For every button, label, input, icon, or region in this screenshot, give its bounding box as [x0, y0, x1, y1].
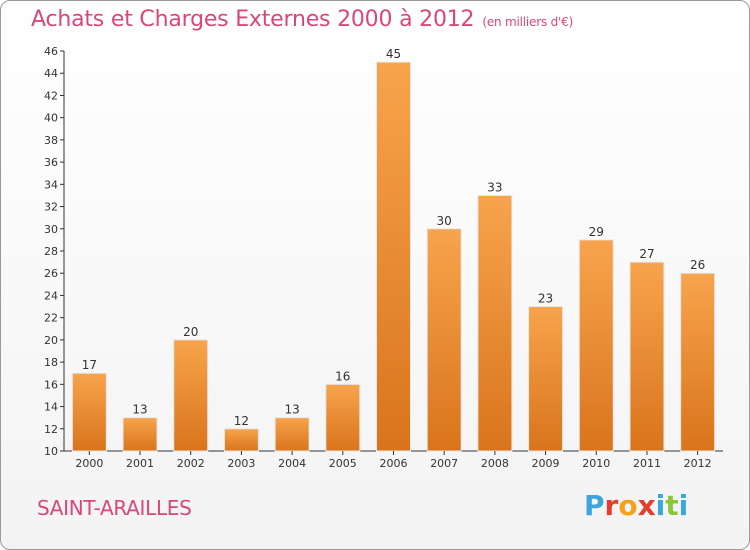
- logo-letter: i: [678, 489, 689, 522]
- y-tick-label: 14: [44, 401, 58, 414]
- bar-value-label: 29: [589, 225, 604, 239]
- x-tick-label: 2003: [227, 457, 255, 470]
- x-tick-label: 2000: [75, 457, 103, 470]
- y-tick-label: 16: [44, 378, 58, 391]
- bar-value-label: 27: [639, 247, 654, 261]
- bar-value-label: 23: [538, 292, 553, 306]
- x-tick-label: 2009: [532, 457, 560, 470]
- bar-value-label: 26: [690, 258, 705, 272]
- y-tick-label: 12: [44, 423, 58, 436]
- y-tick-label: 36: [44, 156, 58, 169]
- bar-value-label: 30: [437, 214, 452, 228]
- commune-name: SAINT-ARAILLES: [37, 496, 192, 520]
- logo-letter: o: [618, 489, 638, 522]
- bar: [376, 61, 411, 452]
- bar-value-label: 13: [132, 403, 147, 417]
- logo-letter: t: [665, 489, 679, 522]
- y-tick-label: 10: [44, 445, 58, 458]
- bar: [578, 239, 614, 452]
- x-tick-label: 2005: [329, 457, 357, 470]
- x-tick-label: 2010: [582, 457, 610, 470]
- y-tick-label: 34: [44, 178, 58, 191]
- x-tick-label: 2001: [126, 457, 154, 470]
- bar-value-label: 45: [386, 47, 401, 61]
- logo-letter: r: [604, 489, 619, 522]
- logo-letter: x: [637, 489, 656, 522]
- bar-value-label: 33: [487, 180, 502, 194]
- y-tick-label: 18: [44, 356, 58, 369]
- x-tick-label: 2008: [481, 457, 509, 470]
- bar: [629, 261, 665, 452]
- bar-value-label: 13: [284, 403, 299, 417]
- bar: [274, 417, 310, 452]
- x-tick-label: 2011: [633, 457, 661, 470]
- y-tick-label: 30: [44, 223, 58, 236]
- y-tick-label: 32: [44, 201, 58, 214]
- y-tick-label: 42: [44, 89, 58, 102]
- bar-value-label: 20: [183, 325, 198, 339]
- logo-letter: P: [584, 489, 605, 522]
- bar: [325, 383, 361, 452]
- bar: [71, 372, 107, 452]
- bar: [223, 428, 259, 452]
- bar-value-label: 12: [234, 414, 249, 428]
- y-tick-label: 46: [44, 45, 58, 58]
- y-tick-label: 44: [44, 67, 58, 80]
- x-tick-label: 2012: [684, 457, 712, 470]
- chart-title-text: Achats et Charges Externes 2000 à 2012: [31, 7, 475, 32]
- y-tick-label: 40: [44, 112, 58, 125]
- x-tick-label: 2002: [177, 457, 205, 470]
- y-tick-label: 22: [44, 312, 58, 325]
- y-tick-label: 26: [44, 267, 58, 280]
- bar: [528, 306, 564, 452]
- x-tick-label: 2006: [380, 457, 408, 470]
- bar-value-label: 17: [82, 358, 97, 372]
- bar-value-label: 16: [335, 369, 350, 383]
- bar: [477, 194, 513, 452]
- logo-letter: i: [655, 489, 666, 522]
- bar: [426, 228, 462, 452]
- y-tick-label: 20: [44, 334, 58, 347]
- y-tick-label: 24: [44, 289, 58, 302]
- x-tick-label: 2007: [430, 457, 458, 470]
- chart-subtitle: (en milliers d'€): [482, 15, 574, 29]
- proxiti-logo: Proxiti: [584, 489, 688, 522]
- bar: [122, 417, 158, 452]
- bar: [680, 272, 716, 452]
- x-tick-label: 2004: [278, 457, 306, 470]
- chart-title: Achats et Charges Externes 2000 à 2012 (e…: [31, 7, 573, 32]
- y-tick-label: 38: [44, 134, 58, 147]
- bar: [173, 339, 209, 452]
- y-tick-label: 28: [44, 245, 58, 258]
